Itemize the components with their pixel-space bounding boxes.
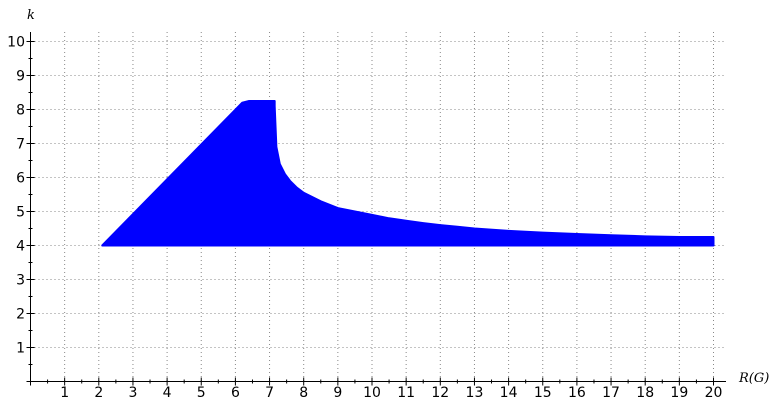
- x-tick-label-1: 1: [60, 385, 69, 401]
- x-tick-label-14: 14: [500, 385, 518, 401]
- axes: [30, 32, 726, 382]
- x-tick-label-9: 9: [333, 385, 342, 401]
- y-tick-label-6: 6: [16, 171, 25, 187]
- y-tick-label-8: 8: [16, 103, 25, 119]
- y-tick-label-9: 9: [16, 69, 25, 85]
- x-tick-label-6: 6: [231, 385, 240, 401]
- x-tick-label-13: 13: [466, 385, 484, 401]
- y-tick-label-3: 3: [16, 273, 25, 289]
- x-tick-label-16: 16: [568, 385, 586, 401]
- grid: [30, 32, 726, 382]
- x-tick-label-8: 8: [299, 385, 308, 401]
- x-tick-label-17: 17: [602, 385, 620, 401]
- x-tick-label-4: 4: [163, 385, 172, 401]
- x-tick-label-20: 20: [705, 385, 723, 401]
- y-tick-label-4: 4: [16, 239, 25, 255]
- x-tick-label-10: 10: [363, 385, 381, 401]
- plot-area: [101, 100, 715, 247]
- y-tick-label-5: 5: [16, 205, 25, 221]
- x-axis-label: R(G): [738, 371, 769, 386]
- x-tick-label-19: 19: [670, 385, 688, 401]
- x-tick-label-12: 12: [431, 385, 449, 401]
- y-axis-label: k: [27, 8, 35, 23]
- y-tick-label-1: 1: [16, 341, 25, 357]
- y-tick-label-10: 10: [7, 35, 25, 51]
- y-axis-ticks: 1 2 3 4 5 6 7 8 9 10: [7, 35, 35, 382]
- x-tick-label-3: 3: [128, 385, 137, 401]
- x-axis-ticks: 1 2 3 4 5 6 7 8 9 10 11 12 13 14 15 16 17 18 19 20: [30, 377, 723, 401]
- y-tick-label-7: 7: [16, 137, 25, 153]
- y-tick-label-2: 2: [16, 307, 25, 323]
- x-tick-label-15: 15: [534, 385, 552, 401]
- x-tick-label-18: 18: [636, 385, 654, 401]
- x-tick-label-11: 11: [397, 385, 415, 401]
- x-tick-label-5: 5: [197, 385, 206, 401]
- x-tick-label-7: 7: [265, 385, 274, 401]
- filled-region-0: [101, 100, 715, 247]
- x-tick-label-2: 2: [94, 385, 103, 401]
